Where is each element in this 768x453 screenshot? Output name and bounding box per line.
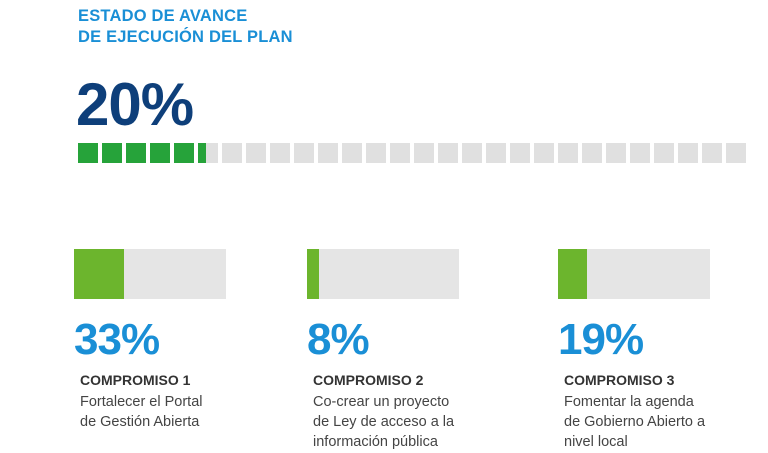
commitment-2-progress-bar	[307, 249, 459, 299]
commitment-2-progress-fill	[307, 249, 320, 299]
commitment-1-description: Fortalecer el Portal de Gestión Abierta	[80, 392, 284, 432]
plan-status-title: ESTADO DE AVANCE DE EJECUCIÓN DEL PLAN	[78, 6, 293, 48]
overall-progress-segment	[702, 143, 722, 163]
overall-progress-segment	[150, 143, 170, 163]
overall-progress-segment	[654, 143, 674, 163]
commitment-2-desc-line3: información pública	[313, 434, 438, 450]
overall-progress-segment	[630, 143, 650, 163]
plan-status-title-line1: ESTADO DE AVANCE	[78, 7, 248, 25]
commitment-1-percent: 33%	[74, 315, 160, 364]
commitment-2-desc-line1: Co-crear un proyecto	[313, 394, 450, 410]
overall-progress-segment	[510, 143, 530, 163]
overall-progress-segment	[534, 143, 554, 163]
commitment-1-label: COMPROMISO 1	[80, 372, 191, 388]
overall-progress-segment	[414, 143, 434, 163]
overall-progress-segment	[438, 143, 458, 163]
commitment-3-desc-line3: nivel local	[564, 434, 628, 450]
overall-progress-segment	[486, 143, 506, 163]
overall-progress-segment	[174, 143, 194, 163]
overall-progress-segment	[678, 143, 698, 163]
commitment-3-description: Fomentar la agenda de Gobierno Abierto a…	[564, 392, 768, 452]
commitment-card-1: 33% COMPROMISO 1 Fortalecer el Portal de…	[74, 249, 284, 432]
overall-progress-segment	[366, 143, 386, 163]
overall-percent: 20%	[76, 71, 194, 138]
overall-progress-segment	[78, 143, 98, 163]
overall-progress-segment	[270, 143, 290, 163]
overall-progress-segment	[294, 143, 314, 163]
commitment-2-label: COMPROMISO 2	[313, 372, 424, 388]
overall-progress-segment	[582, 143, 602, 163]
commitment-1-desc-line2: de Gestión Abierta	[80, 414, 200, 430]
overall-progress-segment	[126, 143, 146, 163]
overall-progress-segment	[558, 143, 578, 163]
plan-status-title-line2: DE EJECUCIÓN DEL PLAN	[78, 28, 293, 46]
overall-progress-segment	[318, 143, 338, 163]
commitment-card-2: 8% COMPROMISO 2 Co-crear un proyecto de …	[307, 249, 517, 452]
overall-progress-segment	[726, 143, 746, 163]
commitment-3-label: COMPROMISO 3	[564, 372, 675, 388]
overall-progress-segment	[198, 143, 218, 163]
overall-progress-bar	[78, 143, 746, 163]
overall-progress-segment	[390, 143, 410, 163]
overall-progress-segment	[606, 143, 626, 163]
overall-progress-segment	[102, 143, 122, 163]
commitment-2-desc-line2: de Ley de acceso a la	[313, 414, 455, 430]
overall-progress-segment	[462, 143, 482, 163]
commitment-3-desc-line1: Fomentar la agenda	[564, 394, 694, 410]
commitment-3-progress-fill	[558, 249, 587, 299]
commitment-2-description: Co-crear un proyecto de Ley de acceso a …	[313, 392, 517, 452]
overall-progress-segment	[222, 143, 242, 163]
commitment-1-progress-bar	[74, 249, 226, 299]
commitment-2-percent: 8%	[307, 315, 370, 364]
commitment-3-desc-line2: de Gobierno Abierto a	[564, 414, 706, 430]
commitment-card-3: 19% COMPROMISO 3 Fomentar la agenda de G…	[558, 249, 768, 452]
overall-progress-segment	[342, 143, 362, 163]
overall-progress-segment	[246, 143, 266, 163]
commitment-3-percent: 19%	[558, 315, 644, 364]
commitment-1-desc-line1: Fortalecer el Portal	[80, 394, 203, 410]
commitment-1-progress-fill	[74, 249, 125, 299]
commitment-3-progress-bar	[558, 249, 710, 299]
